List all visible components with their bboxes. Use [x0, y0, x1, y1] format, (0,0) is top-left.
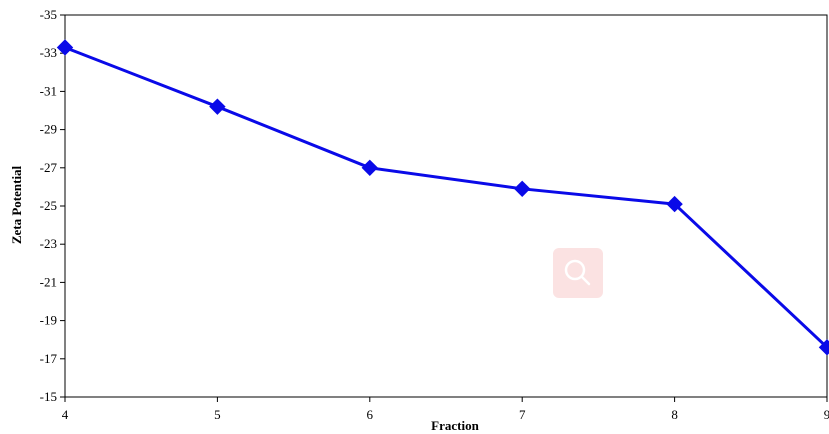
x-axis-label: Fraction: [431, 418, 479, 433]
x-tick-label: 6: [367, 407, 374, 422]
series-line: [64, 46, 829, 349]
data-point: [666, 195, 683, 213]
y-tick-label: -31: [40, 83, 57, 98]
data-point: [513, 180, 531, 198]
y-tick-label: -15: [40, 389, 57, 404]
y-tick-label: -21: [40, 274, 57, 289]
y-tick-label: -29: [40, 122, 57, 137]
y-tick-label: -17: [40, 351, 58, 366]
zoom-overlay[interactable]: [553, 248, 603, 298]
data-point: [209, 98, 226, 115]
x-tick-label: 7: [519, 407, 526, 422]
x-ticks: 4 5 6 7 8 9: [62, 397, 829, 422]
x-tick-label: 5: [214, 407, 221, 422]
y-axis-label: Zeta Potential: [9, 165, 24, 244]
data-point: [361, 159, 379, 177]
y-tick-label: -25: [40, 198, 57, 213]
data-point: [818, 339, 829, 356]
x-tick-label: 9: [824, 407, 829, 422]
y-tick-label: -33: [40, 45, 57, 60]
x-tick-label: 8: [671, 407, 678, 422]
plot-frame: [64, 14, 828, 398]
y-tick-label: -35: [40, 7, 57, 22]
y-ticks: -35 -33 -31 -29 -27 -25 -23 -21 -19 -17 -15: [40, 7, 65, 404]
axes: [64, 14, 828, 398]
series: [56, 39, 829, 356]
y-tick-label: -23: [40, 236, 57, 251]
magnifier-icon: [564, 259, 591, 286]
y-tick-label: -19: [40, 313, 57, 328]
y-tick-label: -27: [40, 160, 58, 175]
x-tick-label: 4: [62, 407, 69, 422]
data-point: [56, 39, 74, 56]
